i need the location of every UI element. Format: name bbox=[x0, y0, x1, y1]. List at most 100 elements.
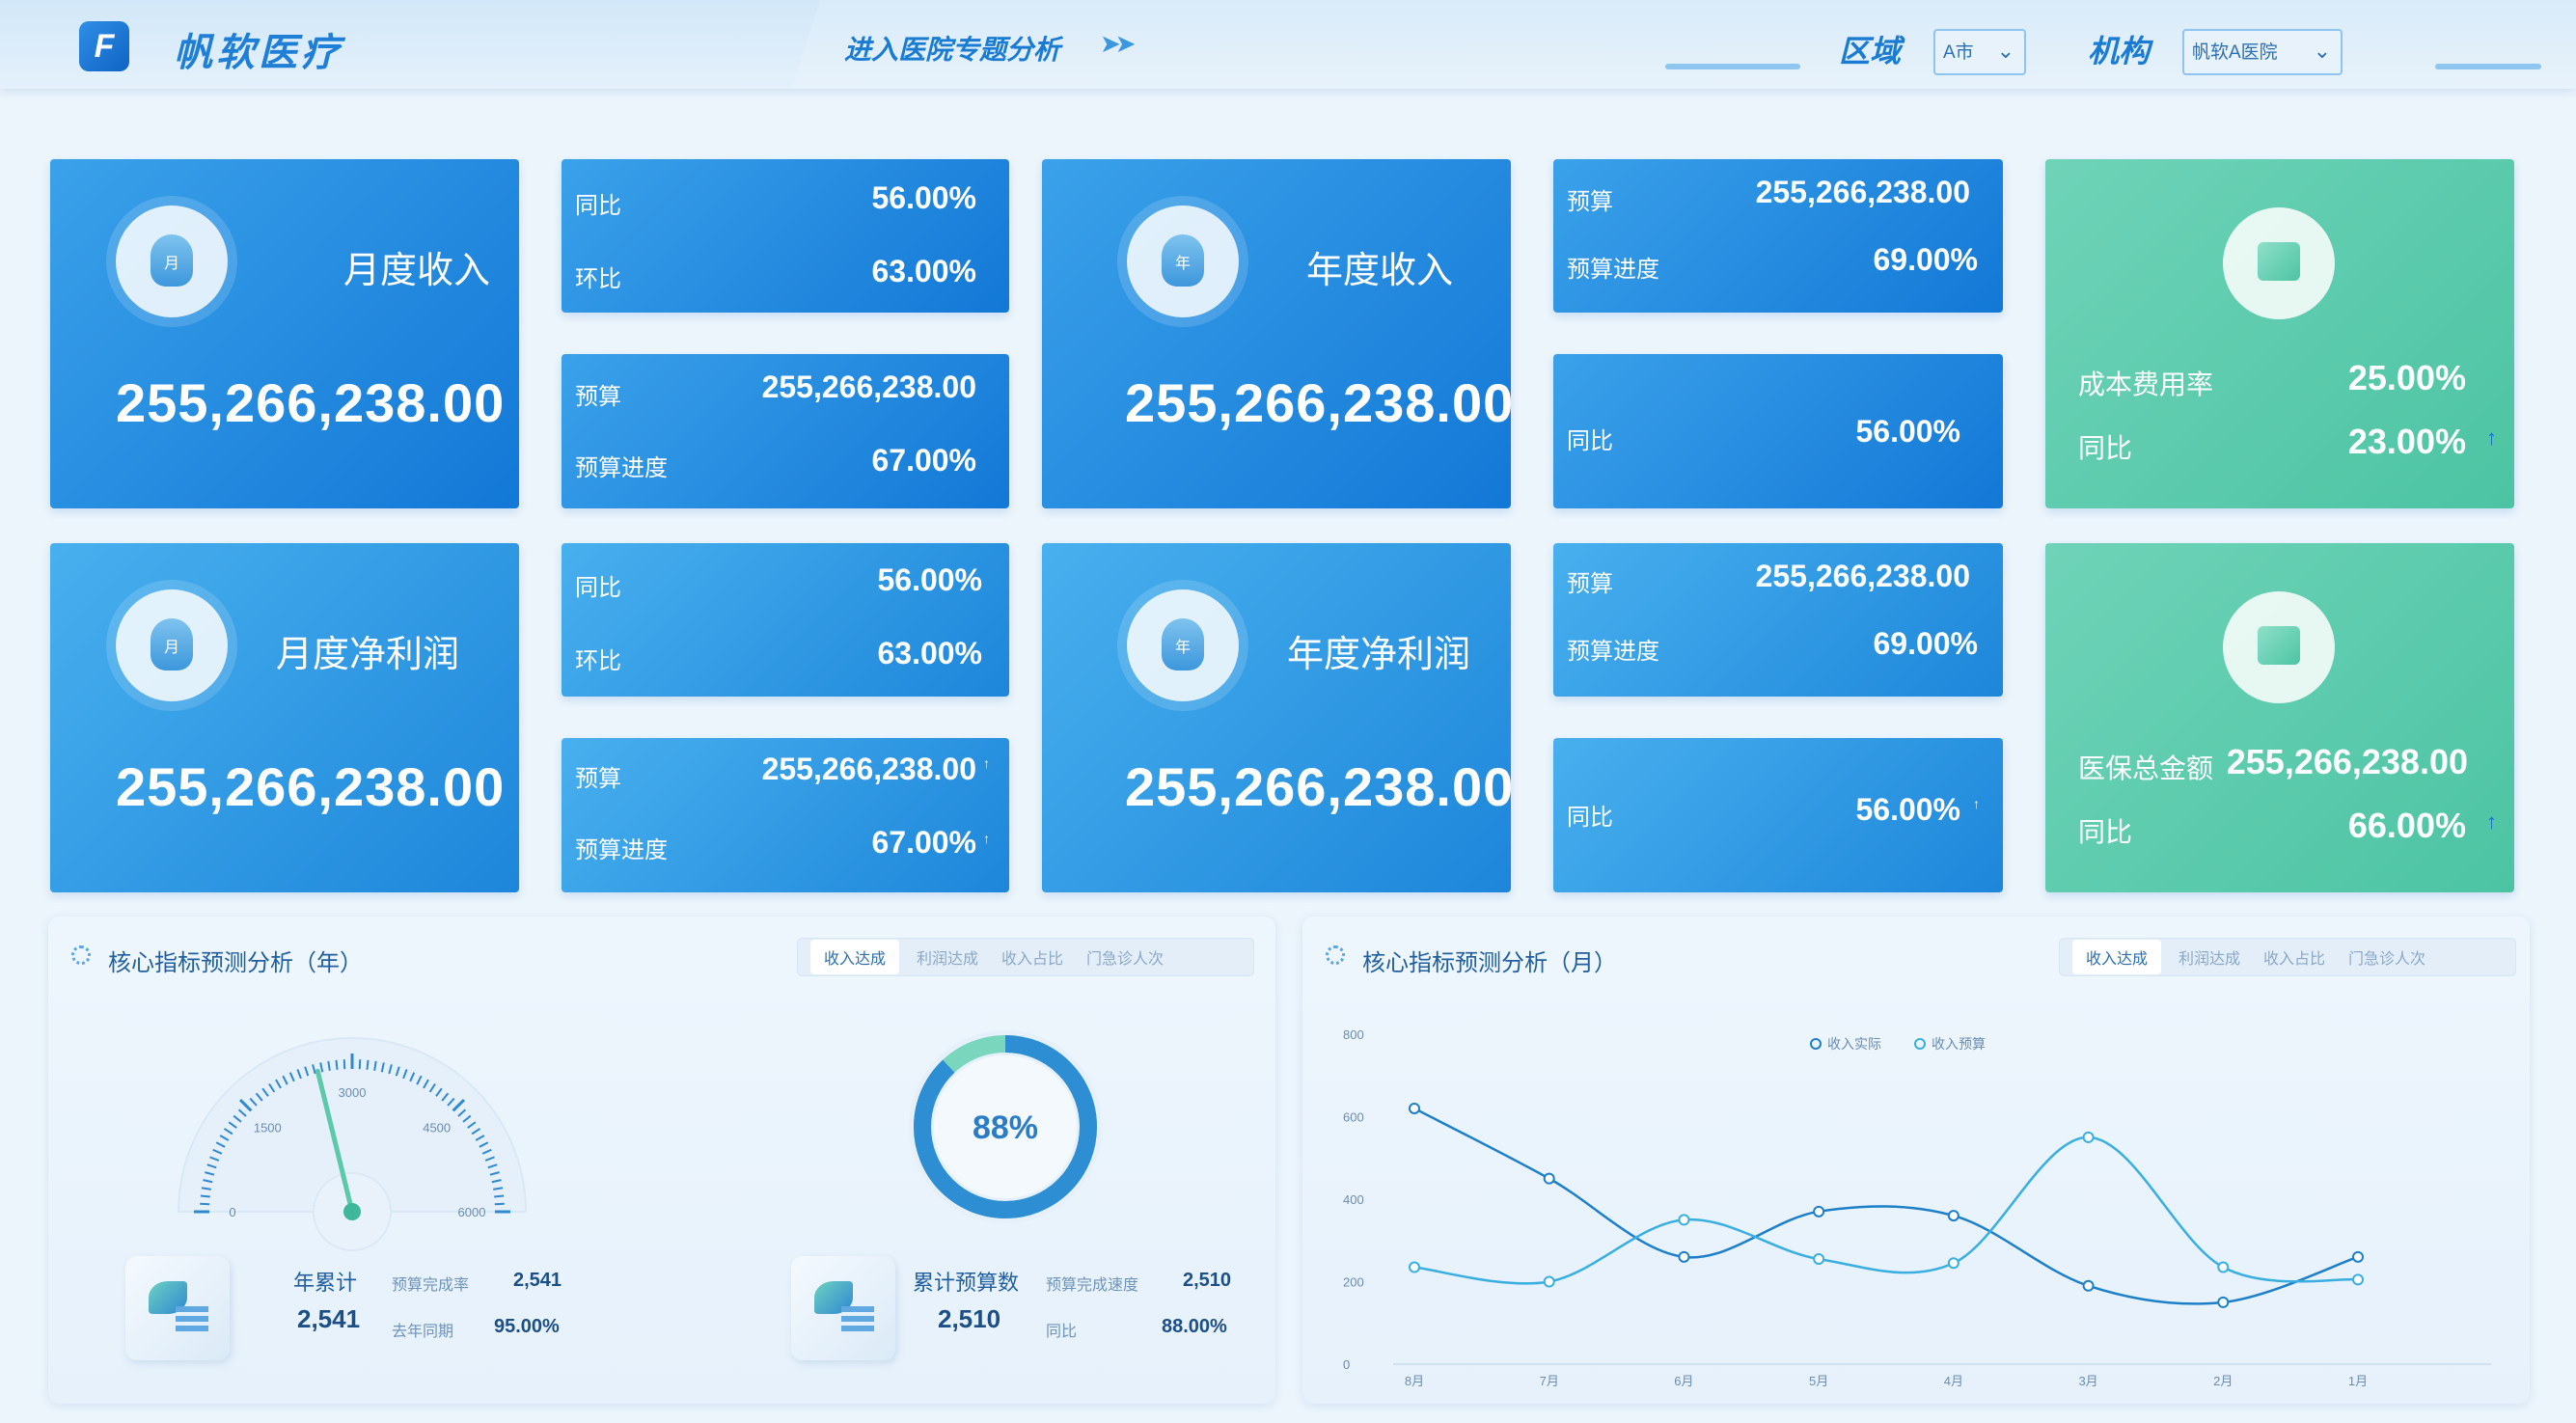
gauge-tick bbox=[206, 1163, 217, 1169]
annual-income-budget-card[interactable]: 预算 255,266,238.00 预算进度 69.00% bbox=[1553, 159, 2003, 313]
brand-title: 帆软医疗 bbox=[174, 32, 343, 74]
org-select[interactable]: 帆软A医院 ⌄ bbox=[2182, 29, 2343, 75]
insurance-label: 医保总金额 bbox=[2078, 753, 2214, 783]
cost-rate-card[interactable]: 成本费用率 25.00% 同比 23.00% ↑ bbox=[2045, 159, 2514, 508]
annual-profit-yoy-card[interactable]: 同比 56.00% ↑ bbox=[1553, 738, 2003, 892]
monthly-income-card[interactable]: 月 月度收入 255,266,238.00 bbox=[50, 159, 519, 508]
money-bag-icon: 月 bbox=[116, 589, 228, 701]
gauge-tick bbox=[388, 1064, 393, 1075]
tab-income-achieve[interactable]: 收入达成 bbox=[2072, 940, 2162, 974]
kpi-sub-value: 2,541 bbox=[513, 1270, 562, 1291]
kpi-sub-value: 95.00% bbox=[494, 1316, 560, 1337]
yoy-value: 56.00% bbox=[871, 180, 976, 215]
insurance-icon bbox=[2223, 591, 2335, 703]
monthly-profit-budget-card[interactable]: 预算 255,266,238.00 ↑ 预算进度 67.00% ↑ bbox=[562, 738, 1009, 892]
header-bar: F 帆软医疗 进入医院专题分析 ➤➤ 区域 A市 ⌄ 机构 帆软A医院 ⌄ bbox=[0, 0, 2576, 89]
card-title: 年度净利润 bbox=[1287, 635, 1471, 675]
gauge-tick bbox=[435, 1087, 443, 1097]
tab-profit-achieve[interactable]: 利润达成 bbox=[2179, 951, 2241, 968]
series-point-0 bbox=[2352, 1250, 2364, 1263]
kpi-sub-value: 88.00% bbox=[1162, 1316, 1227, 1337]
monthly-profit-compare-card[interactable]: 同比 56.00% 环比 63.00% bbox=[562, 543, 1009, 697]
tab-outpatient[interactable]: 门急诊人次 bbox=[2348, 951, 2426, 968]
panel-tabs: 收入达成 利润达成 收入占比 门急诊人次 bbox=[2059, 938, 2516, 976]
gauge-tick bbox=[282, 1075, 288, 1085]
series-point-1 bbox=[1409, 1261, 1420, 1273]
tab-outpatient[interactable]: 门急诊人次 bbox=[1086, 951, 1165, 968]
x-tick-label: 1月 bbox=[2348, 1374, 2368, 1388]
x-tick-label: 8月 bbox=[1405, 1374, 1424, 1388]
series-point-0 bbox=[1947, 1210, 1959, 1222]
annual-profit-card[interactable]: 年 年度净利润 255,266,238.00 bbox=[1042, 543, 1511, 892]
gauge-tick bbox=[471, 1128, 481, 1136]
gauge-tick bbox=[215, 1141, 226, 1148]
y-tick-label: 0 bbox=[1343, 1357, 1350, 1372]
insurance-card[interactable]: 医保总金额 255,266,238.00 同比 66.00% ↑ bbox=[2045, 543, 2514, 892]
gauge-tick bbox=[249, 1097, 258, 1107]
header-decoration bbox=[2435, 64, 2541, 69]
gauge-tick bbox=[358, 1059, 362, 1070]
yoy-label: 同比 bbox=[575, 575, 621, 601]
series-point-0 bbox=[1813, 1205, 1825, 1218]
up-arrow-icon: ↑ bbox=[983, 755, 990, 771]
monthly-profit-card[interactable]: 月 月度净利润 255,266,238.00 bbox=[50, 543, 519, 892]
gauge-tick bbox=[327, 1060, 331, 1071]
series-point-0 bbox=[1678, 1250, 1690, 1263]
enter-hospital-link[interactable]: 进入医院专题分析 bbox=[844, 35, 1061, 65]
progress-label: 预算进度 bbox=[575, 455, 668, 481]
up-arrow-icon: ↑ bbox=[2486, 809, 2497, 834]
series-point-1 bbox=[1947, 1257, 1959, 1270]
org-value: 帆软A医院 bbox=[2192, 42, 2278, 63]
kpi-label: 年累计 bbox=[293, 1271, 358, 1295]
gauge-tick bbox=[201, 1187, 211, 1190]
series-point-0 bbox=[2082, 1279, 2095, 1292]
yoy-value: 56.00% bbox=[1855, 414, 1960, 449]
refresh-icon bbox=[71, 945, 91, 965]
series-point-1 bbox=[2352, 1273, 2364, 1286]
gauge-tick bbox=[223, 1128, 233, 1136]
gauge-tick bbox=[481, 1148, 492, 1155]
gauge-tick bbox=[494, 1202, 505, 1206]
gauge-tick-label: 6000 bbox=[458, 1205, 486, 1219]
gauge-tick bbox=[200, 1194, 210, 1198]
monthly-income-compare-card[interactable]: 同比 56.00% 环比 63.00% bbox=[562, 159, 1009, 313]
progress-value: 69.00% bbox=[1873, 242, 1978, 277]
gauge-tick bbox=[343, 1059, 346, 1070]
gauge-tick bbox=[493, 1187, 504, 1190]
monthly-income-budget-card[interactable]: 预算 255,266,238.00 预算进度 67.00% bbox=[562, 354, 1009, 508]
annual-income-yoy-card[interactable]: 同比 56.00% bbox=[1553, 354, 2003, 508]
tab-income-share[interactable]: 收入占比 bbox=[1001, 951, 1064, 968]
double-arrow-icon[interactable]: ➤➤ bbox=[1100, 29, 1136, 58]
gauge-tick-label: 4500 bbox=[423, 1120, 451, 1135]
annual-income-card[interactable]: 年 年度收入 255,266,238.00 bbox=[1042, 159, 1511, 508]
gauge-tick bbox=[238, 1098, 253, 1112]
cost-rate-label: 成本费用率 bbox=[2078, 369, 2214, 399]
card-value: 255,266,238.00 bbox=[1125, 756, 1511, 817]
insurance-value: 255,266,238.00 bbox=[2226, 742, 2468, 781]
budget-value: 255,266,238.00 bbox=[761, 752, 976, 786]
panel-title: 核心指标预测分析（月） bbox=[1362, 950, 1617, 976]
gauge-tick bbox=[475, 1135, 485, 1141]
gauge-needle bbox=[315, 1068, 355, 1215]
gauge-tick bbox=[275, 1079, 282, 1089]
kpi-sub-label: 预算完成速度 bbox=[1046, 1277, 1139, 1294]
gauge-tick bbox=[452, 1098, 466, 1112]
kpi-sub-label: 预算完成率 bbox=[392, 1277, 470, 1294]
region-select[interactable]: A市 ⌄ bbox=[1933, 29, 2026, 75]
tab-profit-achieve[interactable]: 利润达成 bbox=[917, 951, 979, 968]
series-point-1 bbox=[1678, 1214, 1690, 1226]
series-point-1 bbox=[1813, 1252, 1825, 1265]
series-point-0 bbox=[2217, 1296, 2230, 1308]
tab-income-achieve[interactable]: 收入达成 bbox=[810, 940, 900, 974]
cumulative-icon bbox=[125, 1256, 230, 1360]
cost-icon bbox=[2223, 207, 2335, 319]
money-bag-icon: 年 bbox=[1127, 205, 1239, 317]
y-tick-label: 800 bbox=[1343, 1027, 1364, 1042]
kpi-sub-label: 同比 bbox=[1046, 1324, 1078, 1340]
tab-income-share[interactable]: 收入占比 bbox=[2263, 951, 2326, 968]
yoy-value: 66.00% bbox=[2347, 806, 2466, 845]
gauge-tick bbox=[395, 1066, 400, 1077]
annual-profit-budget-card[interactable]: 预算 255,266,238.00 预算进度 69.00% bbox=[1553, 543, 2003, 697]
org-label: 机构 bbox=[2088, 34, 2151, 68]
gauge-tick bbox=[233, 1114, 242, 1123]
